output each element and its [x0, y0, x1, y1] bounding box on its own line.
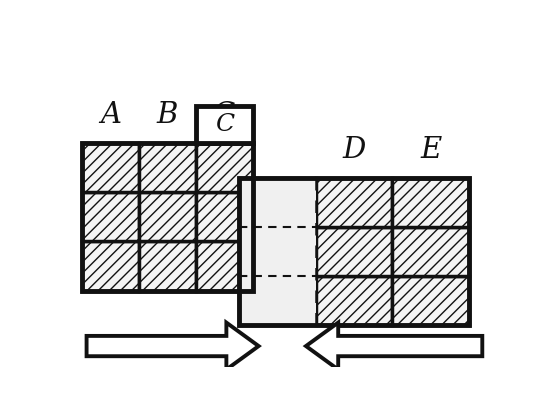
- Bar: [139, 143, 196, 192]
- Bar: [316, 276, 392, 325]
- Text: B: B: [157, 101, 178, 129]
- Bar: [196, 241, 253, 290]
- Bar: [392, 178, 469, 227]
- Text: D: D: [342, 136, 366, 164]
- Bar: [239, 227, 316, 276]
- Bar: [316, 227, 392, 276]
- Bar: [82, 241, 139, 290]
- Bar: [139, 192, 196, 241]
- Bar: [239, 178, 469, 325]
- Text: E: E: [420, 136, 441, 164]
- Bar: [82, 192, 139, 241]
- Bar: [392, 227, 469, 276]
- Bar: [392, 276, 469, 325]
- Polygon shape: [87, 323, 259, 370]
- Bar: [239, 276, 316, 325]
- Bar: [82, 143, 139, 192]
- Bar: [196, 106, 253, 143]
- Text: C: C: [213, 101, 235, 129]
- Bar: [196, 192, 253, 241]
- Text: A: A: [100, 101, 121, 129]
- Text: C: C: [215, 113, 234, 136]
- Bar: [239, 227, 316, 276]
- Bar: [239, 178, 316, 227]
- Polygon shape: [306, 323, 482, 370]
- Bar: [239, 178, 316, 227]
- Bar: [82, 143, 253, 290]
- Bar: [239, 276, 316, 325]
- Bar: [316, 178, 392, 227]
- Bar: [196, 143, 253, 192]
- Bar: [139, 241, 196, 290]
